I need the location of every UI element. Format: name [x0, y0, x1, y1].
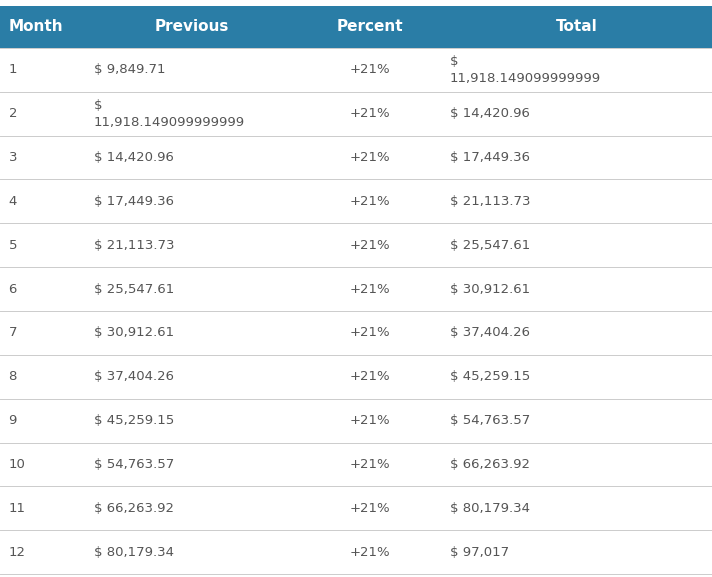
Text: $ 30,912.61: $ 30,912.61: [94, 327, 174, 339]
Text: Percent: Percent: [337, 20, 404, 34]
Text: 10: 10: [9, 458, 26, 471]
Text: $ 25,547.61: $ 25,547.61: [450, 239, 530, 252]
Text: 11: 11: [9, 502, 26, 515]
Bar: [0, 136, 712, 179]
Text: +21%: +21%: [350, 283, 391, 295]
Bar: [0, 530, 712, 574]
Text: +21%: +21%: [350, 546, 391, 559]
Text: 4: 4: [9, 195, 17, 208]
Text: +21%: +21%: [350, 370, 391, 383]
Text: $ 17,449.36: $ 17,449.36: [94, 195, 174, 208]
Text: $ 21,113.73: $ 21,113.73: [450, 195, 530, 208]
Text: +21%: +21%: [350, 414, 391, 427]
Text: $ 21,113.73: $ 21,113.73: [94, 239, 174, 252]
Text: 9: 9: [9, 414, 17, 427]
Text: 6: 6: [9, 283, 17, 295]
Text: $ 80,179.34: $ 80,179.34: [450, 502, 530, 515]
Bar: [0, 443, 712, 486]
Text: $
11,918.149099999999: $ 11,918.149099999999: [94, 99, 245, 129]
Text: +21%: +21%: [350, 502, 391, 515]
Text: +21%: +21%: [350, 458, 391, 471]
Text: $ 66,263.92: $ 66,263.92: [450, 458, 530, 471]
Text: 1: 1: [9, 63, 17, 76]
Text: $ 80,179.34: $ 80,179.34: [94, 546, 174, 559]
Text: 5: 5: [9, 239, 17, 252]
Text: $ 9,849.71: $ 9,849.71: [94, 63, 165, 76]
Bar: [0, 6, 712, 48]
Text: $ 37,404.26: $ 37,404.26: [450, 327, 530, 339]
Text: $ 30,912.61: $ 30,912.61: [450, 283, 530, 295]
Text: $ 37,404.26: $ 37,404.26: [94, 370, 174, 383]
Text: $ 54,763.57: $ 54,763.57: [94, 458, 174, 471]
Bar: [0, 223, 712, 267]
Text: 12: 12: [9, 546, 26, 559]
Bar: [0, 267, 712, 311]
Text: +21%: +21%: [350, 327, 391, 339]
Text: $ 97,017: $ 97,017: [450, 546, 509, 559]
Text: 7: 7: [9, 327, 17, 339]
Text: $ 17,449.36: $ 17,449.36: [450, 151, 530, 164]
Bar: [0, 486, 712, 530]
Text: +21%: +21%: [350, 239, 391, 252]
Text: $
11,918.149099999999: $ 11,918.149099999999: [450, 55, 601, 85]
Text: Previous: Previous: [155, 20, 229, 34]
Text: $ 14,420.96: $ 14,420.96: [94, 151, 174, 164]
Text: $ 14,420.96: $ 14,420.96: [450, 107, 530, 120]
Text: $ 25,547.61: $ 25,547.61: [94, 283, 174, 295]
Text: 8: 8: [9, 370, 17, 383]
Bar: [0, 48, 712, 92]
Text: +21%: +21%: [350, 107, 391, 120]
Text: $ 66,263.92: $ 66,263.92: [94, 502, 174, 515]
Text: $ 45,259.15: $ 45,259.15: [450, 370, 530, 383]
Bar: [0, 399, 712, 443]
Bar: [0, 355, 712, 399]
Text: 3: 3: [9, 151, 17, 164]
Bar: [0, 179, 712, 223]
Text: $ 54,763.57: $ 54,763.57: [450, 414, 530, 427]
Text: Total: Total: [556, 20, 597, 34]
Text: +21%: +21%: [350, 195, 391, 208]
Bar: [0, 311, 712, 355]
Text: +21%: +21%: [350, 151, 391, 164]
Bar: [0, 92, 712, 136]
Text: +21%: +21%: [350, 63, 391, 76]
Text: Month: Month: [9, 20, 63, 34]
Text: 2: 2: [9, 107, 17, 120]
Text: $ 45,259.15: $ 45,259.15: [94, 414, 174, 427]
